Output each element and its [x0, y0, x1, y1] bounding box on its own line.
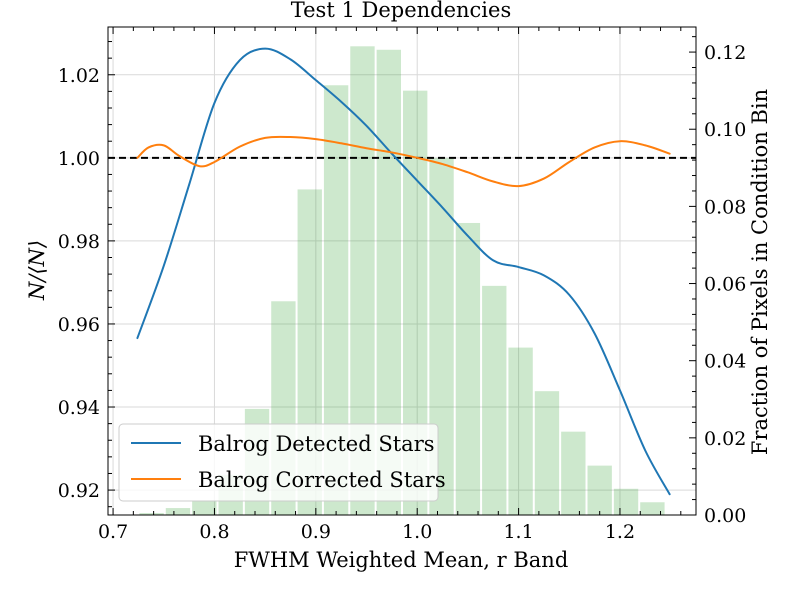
legend: Balrog Detected Stars Balrog Corrected S…: [118, 423, 446, 502]
y-tick-label: 1.00: [58, 148, 100, 170]
y-tick-label: 1.02: [58, 65, 100, 87]
x-tick-label: 0.9: [301, 521, 331, 543]
series-lines: [136, 47, 671, 496]
axis-ticks: 0.7 0.8 0.9 1.0 1.1 1.2 0.92 0.94 0.96 0.98 1.00 1.…: [58, 27, 746, 543]
x-tick-label: 1.2: [605, 521, 635, 543]
x-tick-label: 1.1: [503, 521, 533, 543]
y2-tick-label: 0.06: [704, 274, 746, 296]
plot-frame: [107, 26, 697, 516]
y2-tick-label: 0.02: [704, 428, 746, 450]
x-axis-label: FWHM Weighted Mean, r Band: [234, 548, 569, 572]
legend-label-corrected: Balrog Corrected Stars: [198, 468, 446, 492]
histogram-bar: [482, 285, 507, 515]
histogram-bar: [587, 465, 612, 515]
y2-tick-label: 0.04: [704, 351, 746, 373]
y2-tick-label: 0.10: [704, 119, 746, 141]
series-line-detected-stars: [136, 47, 671, 496]
x-tick-label: 1.0: [402, 521, 432, 543]
histogram-bar: [139, 513, 164, 515]
histogram-bar: [192, 501, 217, 515]
legend-box: [118, 423, 439, 502]
y2-tick-label: 0.12: [704, 42, 746, 64]
histogram-bar: [640, 502, 665, 515]
chart-title: Test 1 Dependencies: [291, 0, 511, 22]
series-line-corrected-stars: [136, 135, 671, 188]
histogram-bar: [508, 347, 533, 515]
histogram-bar: [455, 222, 481, 515]
y-tick-label: 0.96: [58, 314, 100, 336]
x-tick-label: 0.7: [98, 521, 128, 543]
y2-axis-label: Fraction of Pixels in Condition Bin: [748, 89, 772, 455]
y-axis-label: N/⟨N⟩: [25, 240, 49, 301]
y-tick-label: 0.92: [58, 480, 100, 502]
histogram: [139, 46, 665, 516]
y2-tick-label: 0.08: [704, 196, 746, 218]
y2-tick-label: 0.00: [704, 505, 746, 527]
y-tick-label: 0.98: [58, 231, 100, 253]
legend-label-detected: Balrog Detected Stars: [198, 432, 435, 456]
y-tick-label: 0.94: [58, 397, 100, 419]
histogram-bar: [613, 488, 639, 515]
histogram-bar: [534, 391, 560, 515]
x-tick-label: 0.8: [199, 521, 229, 543]
histogram-bar: [165, 508, 191, 515]
histogram-bar: [561, 431, 586, 515]
